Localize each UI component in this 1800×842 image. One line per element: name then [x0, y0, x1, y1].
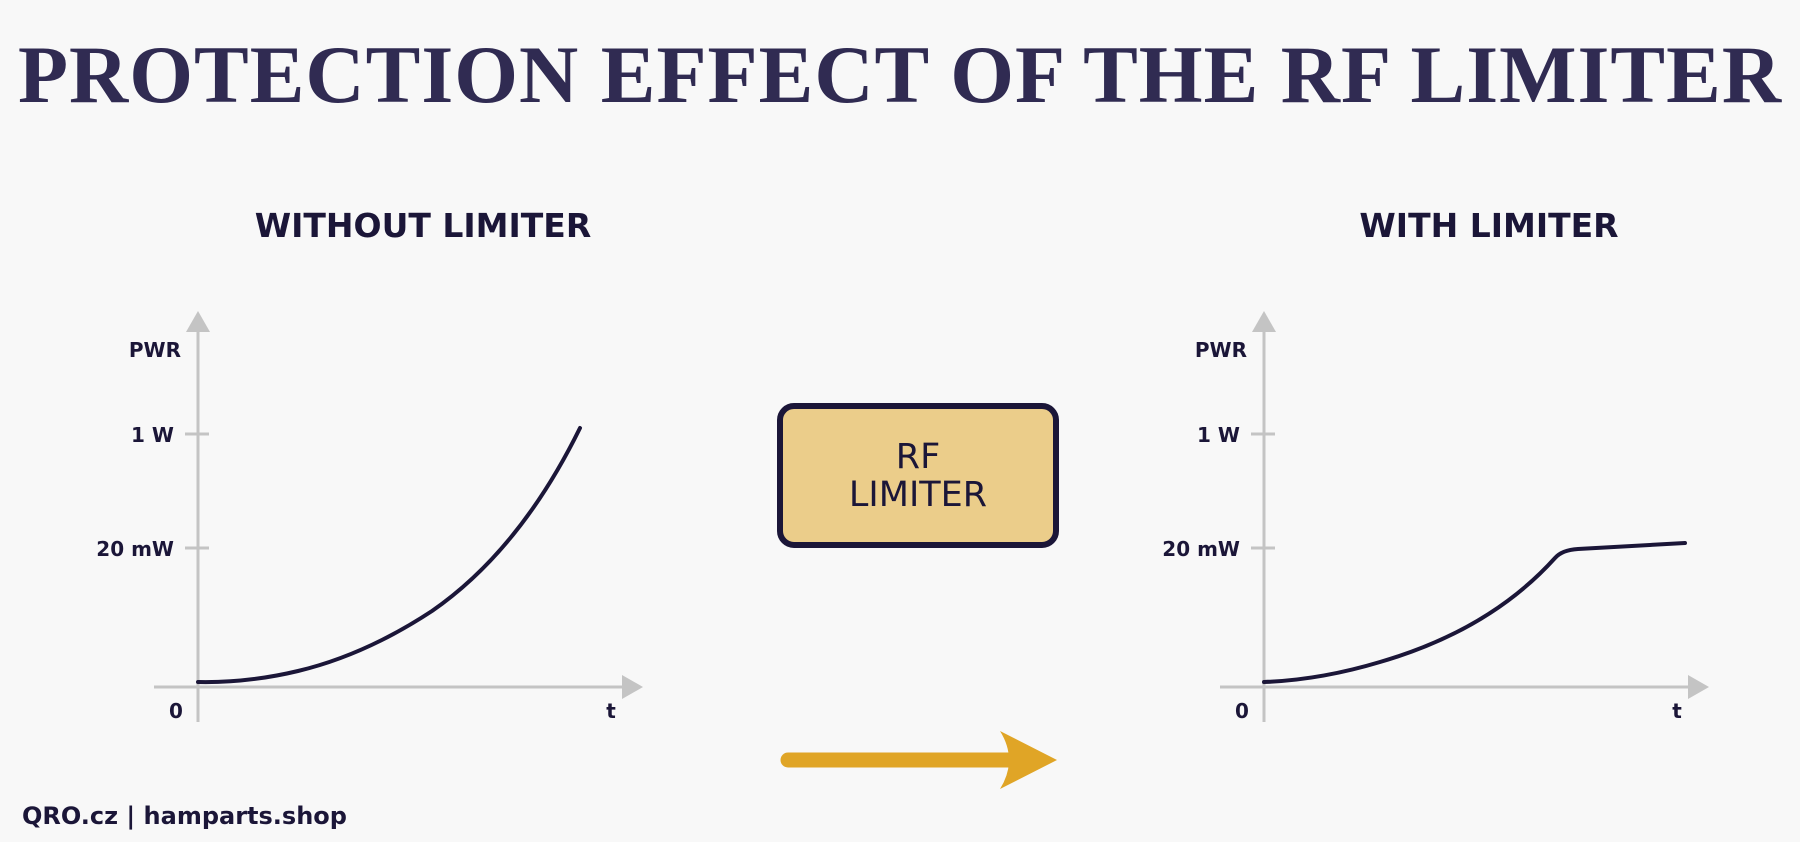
right-graph: PWR 1 W 20 mW 0 t	[1162, 311, 1709, 723]
rf-limiter-label-line1: RF	[895, 436, 941, 477]
right-origin-label: 0	[1235, 699, 1249, 723]
without-limiter-title: WITHOUT LIMITER	[254, 206, 592, 245]
left-tick-label-20mw: 20 mW	[96, 537, 174, 561]
rf-limiter-box: RF LIMITER	[777, 403, 1059, 548]
footer-credit: QRO.cz | hamparts.shop	[22, 802, 347, 830]
left-power-curve	[196, 426, 582, 685]
left-origin-label: 0	[169, 699, 183, 723]
rf-limiter-label-line2: LIMITER	[848, 474, 988, 515]
right-tick-label-1w: 1 W	[1197, 423, 1240, 447]
left-x-axis-arrowhead	[622, 675, 643, 699]
right-tick-label-20mw: 20 mW	[1162, 537, 1240, 561]
right-y-axis-arrowhead	[1252, 311, 1276, 332]
left-graph: PWR 1 W 20 mW 0 t	[96, 311, 643, 723]
page-title: PROTECTION EFFECT OF THE RF LIMITER	[17, 29, 1783, 120]
right-x-axis-arrowhead	[1688, 675, 1709, 699]
left-y-axis-arrowhead	[186, 311, 210, 332]
right-y-axis-label: PWR	[1195, 338, 1247, 362]
with-limiter-title: WITH LIMITER	[1359, 206, 1619, 245]
flow-arrow	[780, 731, 1057, 789]
right-x-axis-label: t	[1672, 699, 1682, 723]
left-tick-label-1w: 1 W	[131, 423, 174, 447]
left-x-axis-label: t	[606, 699, 616, 723]
left-y-axis-label: PWR	[129, 338, 181, 362]
right-power-curve	[1262, 541, 1687, 684]
flow-arrow-head	[1000, 731, 1057, 789]
